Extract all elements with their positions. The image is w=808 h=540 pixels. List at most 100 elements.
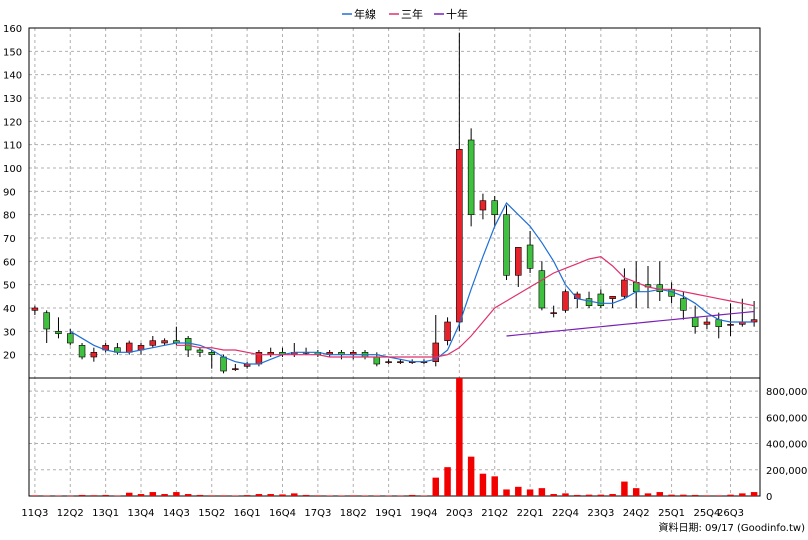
x-tick-label: 18Q2 [340, 508, 367, 519]
candle [491, 196, 498, 227]
ten-year-line [506, 310, 755, 337]
x-tick-label: 14Q3 [163, 508, 190, 519]
x-tick-label: 16Q4 [269, 508, 296, 519]
candle-body [67, 333, 74, 344]
candle-body [432, 342, 440, 362]
candle [550, 305, 557, 318]
candle-body [515, 247, 522, 276]
volume-bar [467, 456, 475, 496]
volume-bar [739, 493, 746, 496]
volume-bar [349, 495, 357, 496]
candle [302, 347, 310, 355]
volume-bar [515, 486, 522, 496]
volume-bar [703, 495, 711, 496]
candle-body [125, 342, 133, 353]
volume-bar [538, 488, 546, 496]
price-tick-label: 100 [3, 164, 22, 175]
candle-body [526, 244, 534, 269]
volume-tick-label: 200,000 [766, 466, 807, 477]
volume-bar [149, 492, 157, 496]
price-tick-label: 20 [3, 351, 16, 362]
candle-body [727, 324, 734, 326]
x-tick-label: 24Q2 [623, 508, 650, 519]
price-tick-label: 70 [3, 234, 16, 245]
candle-body [373, 356, 381, 365]
x-tick-label: 20Q3 [446, 508, 473, 519]
candle [456, 32, 463, 332]
candle [621, 268, 628, 299]
candle [31, 305, 39, 315]
volume-bar [90, 495, 98, 496]
volume-bar [727, 494, 734, 496]
x-tick-label: 13Q4 [128, 508, 155, 519]
volume-bar [361, 495, 369, 496]
volume-tick-label: 600,000 [766, 413, 807, 424]
candle-body [208, 352, 215, 355]
candle-body [184, 338, 192, 351]
price-tick-label: 150 [3, 47, 22, 58]
volume-bar [114, 495, 121, 497]
candle-body [78, 345, 86, 358]
candle-body [703, 321, 711, 325]
moving-average-lines [69, 201, 755, 365]
candle-body [621, 279, 628, 297]
price-tick-label: 120 [3, 117, 22, 128]
candle [515, 247, 522, 287]
candle-body [444, 321, 451, 341]
candle-body [609, 296, 616, 299]
volume-bar [644, 493, 652, 496]
volume-bar [208, 495, 215, 496]
volume-bar [432, 477, 440, 496]
x-tick-label: 22Q1 [517, 508, 544, 519]
candle-body [538, 270, 546, 309]
candle [538, 261, 546, 311]
candle [574, 291, 581, 308]
volume-bar [585, 494, 593, 496]
price-gridlines [29, 27, 760, 496]
price-tick-label: 110 [3, 141, 22, 152]
price-tick-label: 160 [3, 24, 22, 35]
candle [196, 347, 204, 357]
volume-bar [137, 494, 145, 496]
candle-body [550, 312, 557, 314]
candle [243, 361, 251, 369]
candle [444, 317, 451, 346]
volume-bar [503, 489, 510, 496]
candle [703, 317, 711, 329]
volume-bar [291, 493, 298, 496]
annual-line [69, 201, 755, 365]
volume-bar [656, 492, 664, 496]
volume-bar [680, 494, 687, 496]
candle-body [31, 307, 39, 311]
volume-bar [184, 494, 192, 496]
price-axis-ticks: 20 30 40 50 60 70 80 90 100 110 120 130 140 150 160 [3, 24, 22, 362]
candle-body [467, 139, 475, 215]
candle [385, 359, 392, 364]
price-tick-label: 130 [3, 94, 22, 105]
candle [656, 261, 664, 301]
candle [479, 193, 487, 220]
volume-bars [31, 378, 758, 497]
volume-bar [526, 489, 534, 496]
candle-body [397, 361, 404, 363]
candle-body [232, 368, 239, 370]
candle [632, 261, 640, 308]
volume-bar [444, 467, 451, 496]
candle [78, 343, 86, 360]
x-tick-label: 12Q2 [57, 508, 84, 519]
candle [326, 350, 333, 357]
three-year-line [176, 256, 755, 358]
candle [432, 315, 440, 367]
candle [55, 317, 62, 339]
x-tick-label: 16Q1 [234, 508, 261, 519]
candle [232, 364, 239, 371]
candle [467, 128, 475, 227]
candle [90, 347, 98, 362]
candle-body [220, 356, 227, 372]
volume-bar [31, 495, 39, 496]
candle [562, 289, 569, 313]
volume-bar [574, 494, 581, 496]
candle [184, 336, 192, 357]
candle-body [479, 200, 487, 211]
volume-bar [385, 495, 392, 497]
